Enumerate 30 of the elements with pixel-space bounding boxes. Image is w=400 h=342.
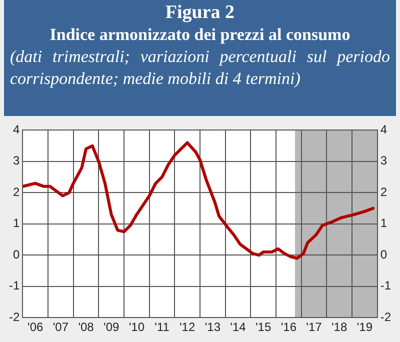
y2-tick-label: -2 <box>380 310 392 324</box>
y-tick-label: 2 <box>12 184 20 199</box>
x-tick-label: '11 <box>154 320 170 334</box>
x-tick-label: '18 <box>332 320 348 334</box>
x-tick-label: '07 <box>52 320 69 334</box>
x-tick-label: '14 <box>230 320 246 334</box>
y-tick-label: 0 <box>12 247 20 262</box>
x-tick-label: '15 <box>256 320 272 334</box>
x-tick-label: '19 <box>356 320 373 334</box>
y-tick-label: 4 <box>12 122 20 137</box>
y2-tick-label: 4 <box>380 122 388 137</box>
y2-tick-label: 1 <box>380 216 388 230</box>
x-tick-label: '16 <box>280 320 297 334</box>
x-tick-label: '10 <box>128 320 145 334</box>
y-tick-label: 3 <box>12 154 20 168</box>
x-tick-label: '12 <box>180 320 196 334</box>
x-tick-label: '06 <box>28 320 44 334</box>
chart-subtitle: (dati trimestrali; variazioni percentuali sul periodo corrispondente; medie mobili di 4 termini) <box>10 46 390 90</box>
y2-tick-label: 3 <box>380 154 388 168</box>
y-tick-label: -1 <box>9 278 20 293</box>
x-tick-label: '08 <box>78 320 94 334</box>
y2-tick-label: -1 <box>380 278 392 293</box>
y2-tick-label: 2 <box>380 184 388 199</box>
y-tick-label: 1 <box>12 216 20 230</box>
chart-title: Figura 2 Indice armonizzato dei prezzi al consumo <box>48 2 352 46</box>
x-tick-label: '09 <box>104 320 120 334</box>
x-tick-label: '13 <box>204 320 221 334</box>
x-tick-label: '17 <box>306 320 322 334</box>
y2-tick-label: 0 <box>380 247 388 262</box>
y-tick-label: -2 <box>9 310 20 324</box>
